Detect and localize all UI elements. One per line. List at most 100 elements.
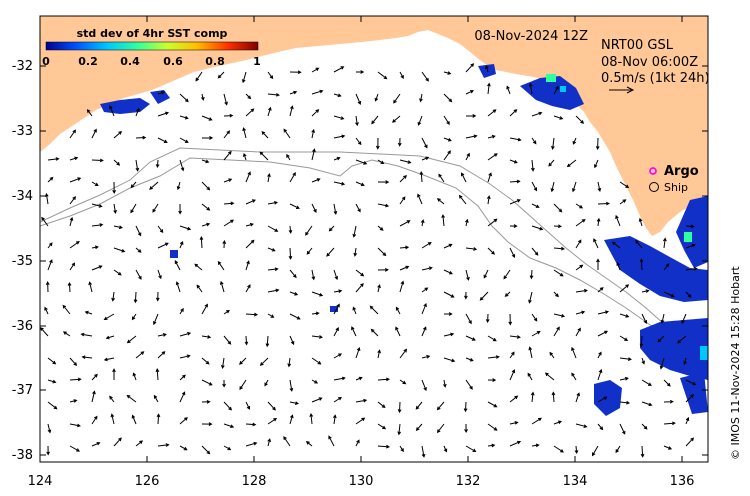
current-vector — [399, 196, 406, 205]
current-vector — [575, 264, 584, 271]
current-vector — [69, 377, 82, 382]
current-vector — [443, 243, 453, 249]
current-vector — [289, 313, 301, 320]
current-vector — [374, 93, 379, 102]
current-vector — [487, 355, 500, 359]
current-vector — [245, 260, 250, 271]
current-vector — [110, 413, 115, 425]
current-vector — [391, 115, 401, 123]
current-vector — [223, 201, 235, 206]
current-vector — [443, 137, 452, 142]
current-vector — [659, 357, 665, 370]
current-vector — [553, 420, 562, 425]
current-vector — [333, 181, 346, 186]
current-vector — [465, 357, 474, 362]
current-vector — [333, 115, 345, 120]
current-vector — [551, 391, 556, 403]
sst-patch-small — [170, 250, 178, 258]
current-vector — [126, 394, 137, 403]
current-vector — [245, 422, 257, 427]
current-vector — [639, 335, 644, 348]
current-vector — [267, 401, 276, 411]
current-vector — [311, 89, 324, 95]
current-vector — [112, 368, 116, 380]
current-vector — [619, 357, 632, 361]
current-vector — [662, 237, 667, 249]
current-vector — [504, 291, 511, 297]
current-vector — [333, 327, 339, 337]
current-vector — [47, 357, 57, 365]
current-vector — [259, 151, 269, 161]
current-vector — [178, 203, 182, 215]
current-vector — [443, 332, 455, 337]
current-vector — [333, 414, 337, 425]
current-vector — [553, 115, 564, 120]
current-vector — [91, 265, 103, 271]
current-vector — [619, 199, 627, 205]
current-vector — [553, 85, 559, 95]
current-vector — [615, 445, 621, 454]
product-time: 08-Nov 06:00Z — [601, 55, 698, 70]
current-vector — [597, 201, 610, 206]
current-vector — [113, 203, 117, 215]
current-vector — [397, 401, 402, 414]
current-vector — [421, 445, 426, 458]
colorbar-label: 0.2 — [78, 55, 98, 68]
current-vector — [157, 111, 169, 117]
y-tick-label: -36 — [12, 319, 33, 334]
current-vector — [443, 291, 455, 298]
current-vector — [179, 307, 184, 315]
current-vector — [487, 247, 495, 255]
current-vector — [550, 181, 555, 193]
current-vector — [641, 289, 650, 293]
current-vector — [355, 93, 362, 105]
current-vector — [685, 416, 690, 425]
current-vector — [311, 379, 319, 384]
current-vector — [333, 376, 346, 381]
current-vector — [103, 313, 115, 321]
current-vector — [306, 247, 313, 255]
current-vector — [553, 326, 560, 337]
current-vector — [135, 351, 145, 359]
current-vector — [641, 401, 653, 407]
current-vector — [685, 266, 698, 271]
current-vector — [84, 310, 93, 315]
current-vector — [377, 159, 385, 165]
x-axis: 124 126 128 130 132 134 136 — [28, 474, 695, 489]
current-vector — [530, 159, 535, 172]
current-vector — [356, 70, 365, 74]
current-vector — [91, 415, 98, 425]
y-tick-label: -33 — [12, 124, 33, 139]
current-vector — [283, 128, 291, 139]
current-vector — [267, 438, 271, 447]
current-vector — [135, 269, 142, 280]
ship-legend-icon — [649, 182, 659, 192]
current-vector — [417, 193, 423, 205]
current-vector — [551, 137, 555, 150]
current-vector — [326, 247, 335, 257]
current-vector — [465, 445, 477, 453]
current-vector — [130, 203, 137, 214]
current-vector — [113, 159, 121, 166]
current-vector — [289, 105, 294, 117]
current-vector — [244, 335, 249, 346]
current-vector — [179, 240, 184, 249]
current-vector — [465, 90, 475, 95]
current-vector — [201, 93, 205, 101]
current-vector — [264, 379, 269, 387]
current-vector — [619, 335, 629, 341]
current-vector — [465, 335, 476, 341]
current-vector — [88, 281, 93, 293]
current-vector — [222, 239, 227, 249]
current-vector — [487, 172, 492, 183]
current-vector — [465, 379, 473, 390]
current-vector — [157, 242, 169, 249]
current-vector — [179, 374, 186, 381]
x-tick-label: 136 — [670, 474, 695, 489]
current-vector — [91, 442, 101, 447]
current-vector — [527, 372, 533, 381]
current-vector — [201, 445, 211, 455]
sst-patch-green — [546, 74, 556, 82]
current-vector — [179, 354, 191, 359]
current-vector — [657, 335, 665, 343]
